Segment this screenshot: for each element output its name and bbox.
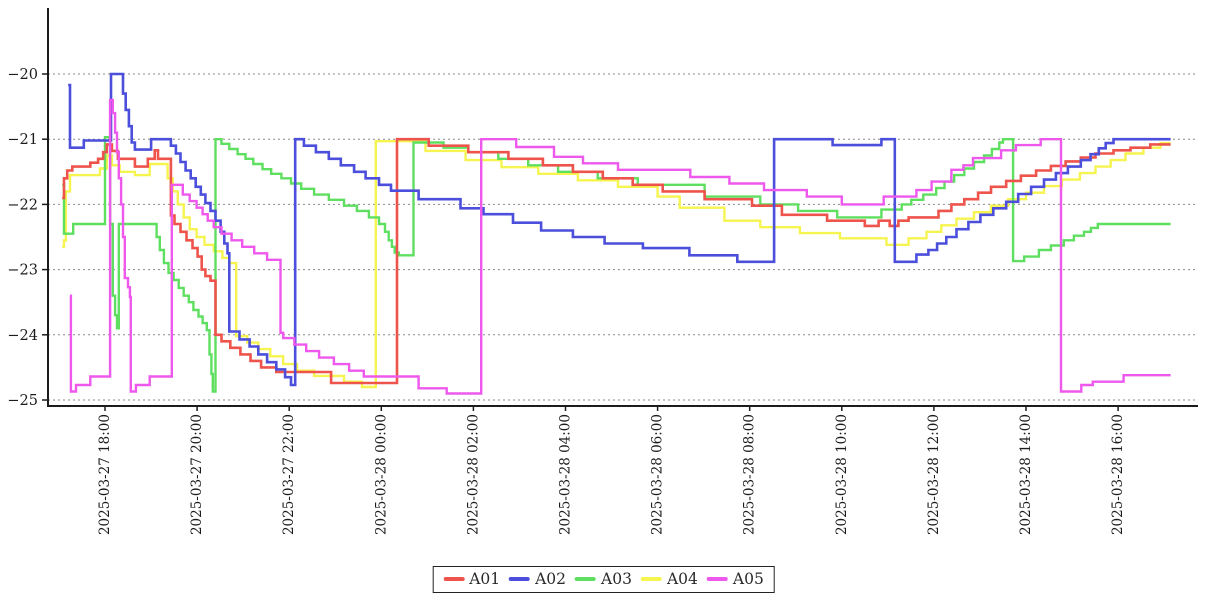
legend-entry-A01: A01 [443,570,500,588]
y-axis-labels: −20 −21 −22 −23 −24 −25 [7,67,48,409]
legend-swatch-A02 [509,577,531,581]
x-tick-label: 2025-03-28 14:00 [1018,414,1034,535]
x-tick-label: 2025-03-27 20:00 [189,414,205,535]
legend-label-A02: A02 [535,570,567,588]
series-A03 [62,136,1171,393]
legend-label-A05: A05 [732,570,764,588]
legend-swatch-A03 [575,577,597,581]
legend-entry-A04: A04 [640,570,698,588]
legend-label-A01: A01 [469,570,501,588]
axes [47,8,1198,407]
series-A01 [62,137,1171,385]
legend-entry-A03: A03 [575,570,632,588]
x-tick-label: 2025-03-27 18:00 [97,414,113,535]
y-tick-label: −21 [7,132,38,148]
y-tick-label: −22 [7,197,38,213]
x-axis-labels: 2025-03-27 18:00 2025-03-27 20:00 2025-03-… [97,406,1126,535]
series-A02 [68,72,1171,387]
x-tick-label: 2025-03-27 22:00 [281,414,297,535]
series-A05 [69,98,1171,395]
x-tick-label: 2025-03-28 16:00 [1110,414,1126,535]
x-tick-label: 2025-03-28 02:00 [465,414,481,535]
legend-label-A04: A04 [666,570,698,588]
x-tick-label: 2025-03-28 04:00 [558,414,574,535]
x-tick-label: 2025-03-28 00:00 [373,414,389,535]
x-tick-label: 2025-03-28 10:00 [834,414,850,535]
legend-label-A03: A03 [601,570,632,588]
legend-swatch-A05 [706,577,728,581]
y-tick-label: −24 [7,328,38,344]
x-tick-label: 2025-03-28 12:00 [926,414,942,535]
y-tick-label: −20 [7,67,38,83]
y-tick-label: −25 [7,393,38,409]
legend-swatch-A01 [443,577,465,581]
legend-entry-A05: A05 [706,570,764,588]
legend-entry-A02: A02 [509,570,566,588]
x-tick-label: 2025-03-28 06:00 [650,414,666,535]
legend-swatch-A04 [640,577,662,581]
gridlines [48,73,1198,401]
y-tick-label: −23 [7,263,38,279]
x-tick-label: 2025-03-28 08:00 [742,414,758,535]
legend: A01 A02 A03 A04 A05 [432,566,775,593]
